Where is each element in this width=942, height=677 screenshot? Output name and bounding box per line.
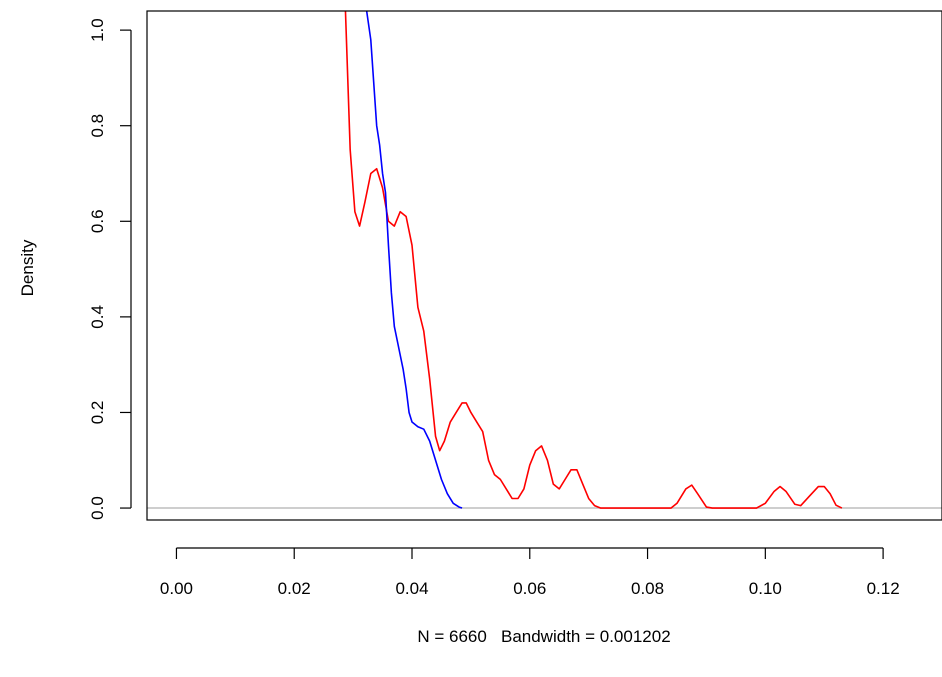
- plot-frame: [146, 10, 942, 521]
- y-tick-label: 0.0: [88, 496, 107, 520]
- y-tick-label: 0.6: [88, 209, 107, 233]
- x-axis: 0.00 0.02 0.04 0.06 0.08 0.10 0.12: [160, 547, 900, 598]
- x-tick-label: 0.00: [160, 579, 193, 598]
- density-line-1: [344, 11, 843, 509]
- y-axis-label: Density: [18, 239, 37, 296]
- y-tick-label: 1.0: [88, 18, 107, 42]
- x-tick-label: 0.02: [278, 579, 311, 598]
- x-tick-label: 0.10: [749, 579, 782, 598]
- y-tick-label: 0.2: [88, 401, 107, 425]
- y-axis: 0.0 0.2 0.4 0.6 0.8 1.0: [88, 18, 132, 520]
- x-tick-label: 0.06: [513, 579, 546, 598]
- x-tick-label: 0.04: [395, 579, 428, 598]
- density-line-2: [365, 11, 463, 509]
- x-axis-label: N = 6660 Bandwidth = 0.001202: [417, 627, 670, 646]
- y-tick-label: 0.8: [88, 114, 107, 138]
- x-tick-label: 0.08: [631, 579, 664, 598]
- y-tick-label: 0.4: [88, 305, 107, 329]
- x-tick-label: 0.12: [867, 579, 900, 598]
